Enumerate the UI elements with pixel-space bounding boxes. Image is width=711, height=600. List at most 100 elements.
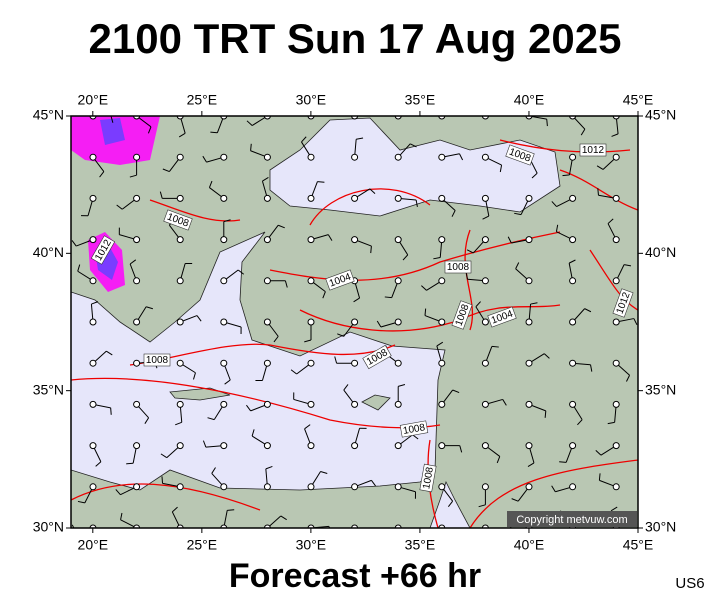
- station: [220, 318, 228, 326]
- barb: [368, 538, 370, 545]
- barb: [475, 301, 481, 308]
- barb: [507, 236, 512, 244]
- barb: [246, 120, 253, 126]
- copyright: Copyright metvuw.com: [516, 514, 627, 526]
- barb: [237, 269, 245, 275]
- barb: [527, 462, 535, 467]
- barb: [436, 341, 444, 347]
- model-code: US6: [675, 575, 704, 592]
- station: [351, 483, 359, 491]
- barb: [459, 153, 464, 161]
- title: 2100 TRT Sun 17 Aug 2025: [89, 15, 622, 62]
- station: [481, 277, 489, 285]
- station: [438, 483, 446, 491]
- barb: [227, 509, 235, 511]
- barb: [484, 527, 486, 528]
- station: [133, 359, 141, 367]
- lon-label: 30°E: [296, 537, 327, 553]
- forecast-label: Forecast +66 hr: [229, 557, 481, 595]
- station: [394, 318, 402, 326]
- isobar-label-text: 1008: [421, 466, 436, 490]
- station: [176, 359, 184, 367]
- lon-label: 45°E: [623, 537, 654, 553]
- isobar-label-box: [325, 269, 355, 291]
- station: [176, 277, 184, 285]
- station: [220, 236, 228, 244]
- station: [481, 318, 489, 326]
- lat-label: 45°N: [645, 107, 676, 123]
- station: [525, 277, 533, 285]
- barb: [106, 350, 113, 356]
- barb: [451, 210, 456, 217]
- station: [307, 277, 315, 285]
- isobar-label-text: 1008: [447, 262, 470, 273]
- station: [176, 153, 184, 161]
- isobar-label-box: [399, 420, 429, 438]
- barb: [354, 527, 356, 528]
- barb: [415, 199, 418, 207]
- barb: [147, 126, 152, 134]
- barb: [202, 440, 207, 448]
- isobar-label-text: 1008: [146, 355, 169, 366]
- barb: [441, 116, 443, 117]
- barb: [175, 421, 182, 426]
- station: [263, 318, 271, 326]
- station: [612, 194, 620, 202]
- station: [351, 153, 359, 161]
- station: [263, 483, 271, 491]
- station: [394, 400, 402, 408]
- station: [481, 153, 489, 161]
- station: [89, 359, 97, 367]
- barb: [192, 372, 196, 380]
- barb: [531, 172, 538, 179]
- station: [263, 277, 271, 285]
- barb: [511, 498, 519, 502]
- lon-label: 45°E: [623, 92, 654, 108]
- isobar-label-text: 1008: [402, 422, 426, 437]
- station: [133, 442, 141, 450]
- station: [133, 483, 141, 491]
- isobar-label: 1008: [143, 353, 171, 367]
- station: [612, 400, 620, 408]
- barb: [597, 188, 599, 196]
- barb: [77, 264, 81, 272]
- barb: [499, 164, 503, 173]
- barb: [290, 369, 297, 375]
- barb: [496, 456, 501, 464]
- station: [263, 194, 271, 202]
- station: [612, 483, 620, 491]
- barb: [530, 302, 538, 305]
- barb: [580, 128, 586, 136]
- station: [133, 194, 141, 202]
- station: [176, 400, 184, 408]
- station: [569, 400, 577, 408]
- station: [263, 400, 271, 408]
- barb: [304, 424, 311, 430]
- barb: [208, 180, 213, 188]
- station: [525, 359, 533, 367]
- station: [307, 236, 315, 244]
- lon-label: 25°E: [187, 92, 218, 108]
- station: [438, 442, 446, 450]
- barb: [202, 155, 207, 163]
- station: [263, 236, 271, 244]
- barb: [376, 320, 382, 328]
- barb: [115, 489, 121, 496]
- station: [307, 194, 315, 202]
- lon-label: 35°E: [405, 92, 436, 108]
- barb: [441, 527, 442, 528]
- barb: [71, 240, 77, 247]
- station: [569, 442, 577, 450]
- barb: [284, 280, 288, 288]
- barb: [433, 257, 441, 260]
- station: [612, 153, 620, 161]
- station: [263, 442, 271, 450]
- barb: [144, 417, 150, 424]
- barb: [577, 419, 583, 426]
- station: [220, 400, 228, 408]
- station: [525, 318, 533, 326]
- barb: [398, 384, 406, 387]
